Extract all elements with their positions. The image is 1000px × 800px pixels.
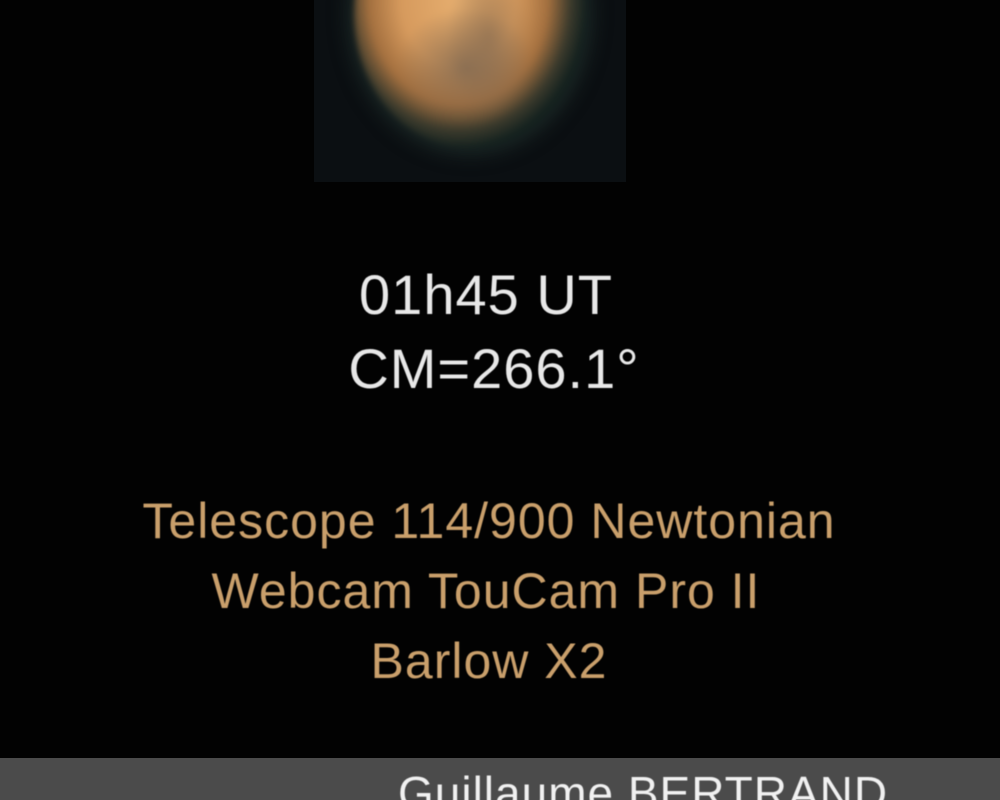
- camera-label: Webcam TouCam Pro II: [211, 563, 761, 619]
- telescope-label: Telescope 114/900 Newtonian: [142, 493, 836, 549]
- author-credit: Guillaume BERTRAND: [398, 767, 889, 800]
- central-meridian: CM=266.1°: [348, 337, 640, 400]
- mars-disk: [354, 0, 586, 148]
- observation-time: 01h45 UT: [359, 263, 613, 326]
- barlow-label: Barlow X2: [370, 633, 608, 689]
- planet-photo: [314, 0, 626, 182]
- credit-bar: Guillaume BERTRAND: [0, 758, 1000, 800]
